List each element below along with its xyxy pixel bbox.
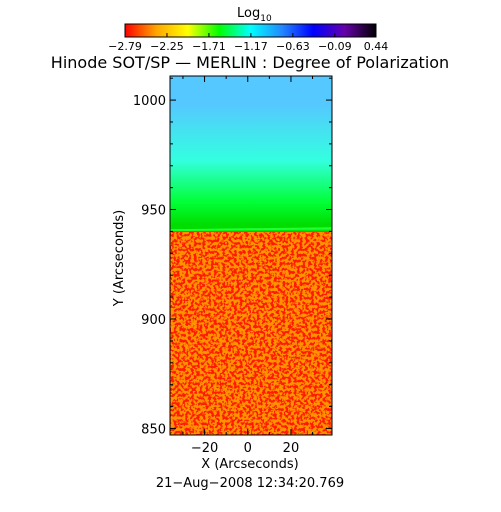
granulation-texture bbox=[170, 232, 332, 435]
colorbar-tick-label: −1.17 bbox=[234, 40, 268, 53]
y-axis-ticks: 850 900 950 1000 bbox=[133, 77, 332, 437]
colorbar-tick-label: 0.44 bbox=[364, 40, 389, 53]
x-axis-ticks: −20 0 20 bbox=[182, 76, 314, 456]
off-limb-field bbox=[170, 76, 332, 230]
y-tick-label: 1000 bbox=[133, 94, 166, 109]
colorbar-tick-label: −2.79 bbox=[108, 40, 142, 53]
y-axis-label: Y (Arcseconds) bbox=[112, 210, 127, 307]
y-tick-label: 950 bbox=[141, 204, 166, 219]
x-tick-label: 0 bbox=[244, 441, 252, 456]
x-tick-label: 20 bbox=[283, 441, 300, 456]
heatmap-image bbox=[169, 76, 333, 435]
colorbar-title: Log10 bbox=[237, 6, 272, 24]
colorbar-tick-label: −1.71 bbox=[192, 40, 226, 53]
timestamp: 21−Aug−2008 12:34:20.769 bbox=[156, 476, 344, 491]
plot-frame bbox=[169, 75, 333, 436]
chart-title: Hinode SOT/SP — MERLIN : Degree of Polar… bbox=[51, 53, 449, 72]
colorbar-ticks: −2.79 −2.25 −1.71 −1.17 −0.63 −0.09 0.44 bbox=[108, 33, 388, 53]
y-tick-label: 900 bbox=[141, 313, 166, 328]
colorbar-tick-label: −0.63 bbox=[276, 40, 310, 53]
y-tick-label: 850 bbox=[141, 422, 166, 437]
colorbar-tick-label: −2.25 bbox=[150, 40, 184, 53]
colorbar-tick-label: −0.09 bbox=[318, 40, 352, 53]
limb-line bbox=[169, 227, 333, 232]
x-axis-label: X (Arcseconds) bbox=[201, 457, 298, 472]
x-tick-label: −20 bbox=[191, 441, 218, 456]
